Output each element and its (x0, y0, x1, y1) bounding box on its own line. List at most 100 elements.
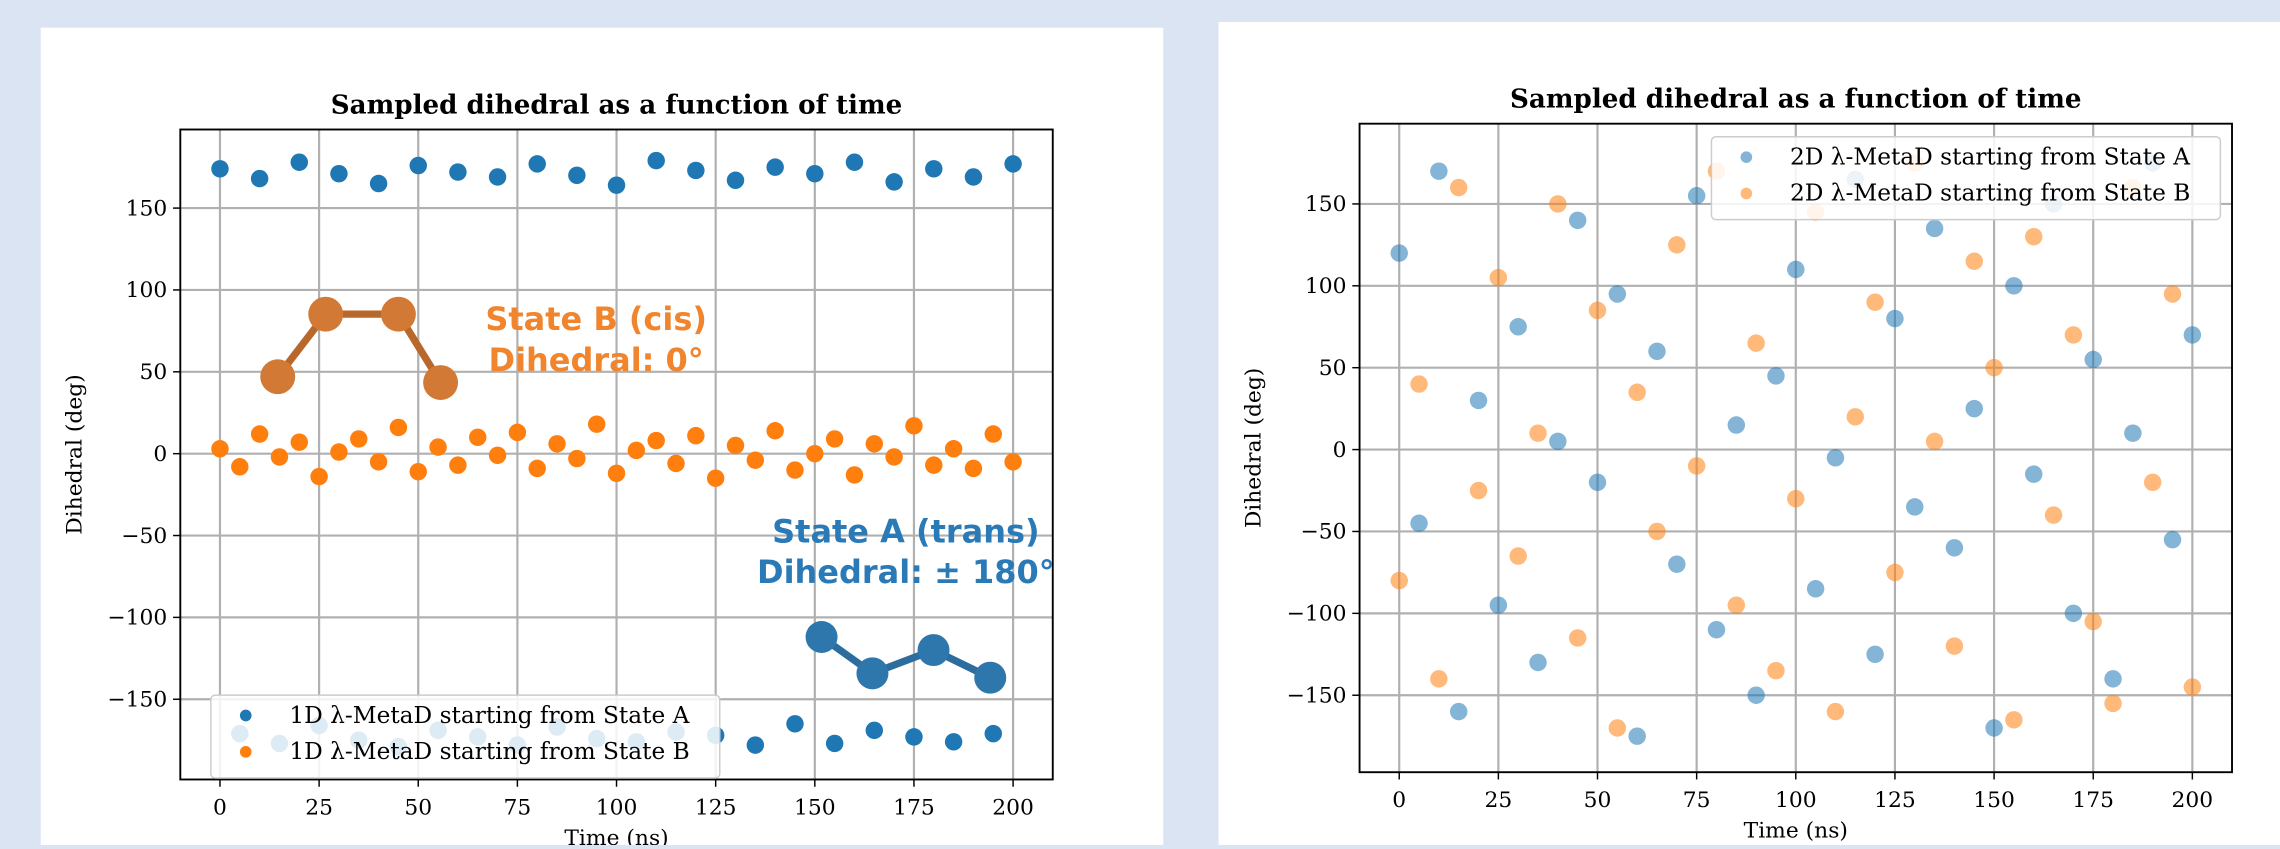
x-tick-label: 75 (1683, 788, 1711, 813)
point (2124, 424, 2142, 442)
point (607, 464, 626, 483)
point (1866, 645, 1884, 664)
molecule-icons (260, 296, 1007, 694)
point (1588, 301, 1607, 320)
point (369, 453, 388, 471)
point (1489, 268, 1508, 287)
point (2005, 711, 2023, 729)
y-tick-label: −100 (1287, 602, 1347, 627)
point (330, 443, 348, 461)
point (1707, 621, 1726, 639)
point (250, 169, 269, 188)
x-axis-label: Time (ns) (564, 826, 668, 845)
point (667, 454, 685, 473)
point (1747, 334, 1765, 352)
point (2064, 326, 2083, 344)
chart-title: Sampled dihedral as a function of time (331, 90, 903, 121)
point (409, 156, 427, 175)
y-tick-label: 0 (1333, 438, 1347, 463)
point (627, 441, 646, 460)
y-tick-label: 0 (153, 442, 167, 467)
chart: Sampled dihedral as a function of time Ti… (1242, 84, 2233, 844)
point (2025, 227, 2043, 246)
x-tick-label: 125 (695, 795, 737, 820)
point (1449, 178, 1468, 197)
legend-marker (1740, 151, 1753, 163)
point (1787, 489, 1805, 508)
point (2084, 612, 2102, 631)
point (687, 426, 705, 445)
point (687, 161, 705, 180)
point (766, 158, 784, 176)
point (1826, 449, 1845, 467)
point (1965, 252, 1983, 270)
point (2143, 473, 2162, 492)
point (1509, 547, 1527, 565)
point (825, 734, 844, 753)
point (1628, 383, 1646, 401)
point (825, 430, 844, 448)
y-tick-label: 100 (1305, 274, 1347, 299)
point (2104, 694, 2122, 713)
legend-label: 2D λ-MetaD starting from State B (1790, 180, 2190, 207)
point (1449, 702, 1468, 721)
point (2005, 277, 2023, 295)
point (409, 462, 427, 481)
point (1767, 661, 1785, 680)
annotation: State B (cis) (485, 300, 707, 338)
point (1945, 539, 1964, 557)
y-tick-label: −100 (107, 606, 167, 631)
x-tick-label: 25 (1484, 788, 1512, 813)
point (746, 451, 765, 469)
point (369, 174, 388, 193)
x-tick-label: 50 (404, 795, 432, 820)
point (528, 155, 546, 173)
point (607, 176, 626, 194)
point (1886, 309, 1904, 328)
x-tick-label: 150 (794, 795, 836, 820)
y-tick-label: −50 (121, 524, 167, 549)
point (1608, 719, 1627, 737)
point (211, 440, 229, 458)
point (706, 469, 725, 487)
y-tick-label: 50 (1319, 356, 1347, 381)
point (1668, 236, 1686, 254)
point (1985, 719, 2003, 737)
point (885, 448, 903, 466)
point (350, 430, 368, 448)
point (1965, 399, 1983, 418)
point (944, 440, 963, 458)
legend-box (1710, 136, 2222, 221)
point (1608, 285, 1627, 303)
legend-marker (1740, 187, 1753, 200)
point (1410, 375, 1428, 393)
point (2163, 285, 2182, 303)
point (1687, 187, 1706, 205)
point (587, 415, 606, 433)
point (1410, 514, 1428, 533)
point (905, 417, 923, 435)
point (1846, 408, 1865, 426)
point (528, 459, 546, 478)
point (1004, 155, 1022, 173)
x-axis-label: Time (ns) (1744, 819, 1848, 844)
point (469, 428, 487, 447)
point (568, 449, 586, 468)
x-tick-label: 175 (2072, 788, 2114, 813)
point (1945, 637, 1964, 655)
point (290, 153, 309, 171)
point (964, 459, 983, 478)
point (1588, 473, 1607, 492)
point (845, 466, 864, 484)
point (211, 160, 229, 178)
point (1985, 358, 2003, 377)
point (1390, 244, 1408, 262)
point (1469, 391, 1488, 410)
point (1430, 162, 1448, 180)
point (2183, 326, 2202, 344)
point (1628, 727, 1646, 745)
point (806, 164, 824, 183)
point (389, 418, 408, 437)
